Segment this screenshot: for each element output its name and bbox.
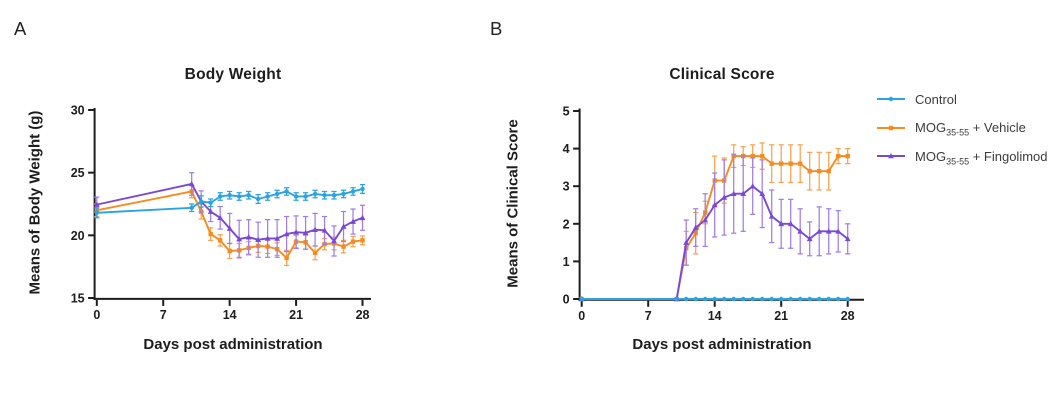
ytick-label: 5 xyxy=(563,105,570,119)
xtick-label: 28 xyxy=(841,309,855,323)
xtick-label: 21 xyxy=(289,308,303,322)
xtick-label: 7 xyxy=(645,309,652,323)
xtick-label: 28 xyxy=(356,308,370,322)
legend-label: MOG35-55 + Vehicle xyxy=(915,120,1026,138)
chart-b-title: Clinical Score xyxy=(669,66,775,83)
ytick-label: 20 xyxy=(71,229,85,243)
chart-b-xlabel: Days post administration xyxy=(632,336,812,353)
chart-b-plot: 0 1 2 3 4 5 0 7 14 21 28 xyxy=(563,105,864,323)
xtick-label: 0 xyxy=(578,309,585,323)
xtick-label: 21 xyxy=(774,309,788,323)
legend-item-vehicle: MOG35-55 + Vehicle xyxy=(876,114,1048,143)
series-control xyxy=(579,296,850,302)
xtick-label: 14 xyxy=(708,309,722,323)
legend-label: Control xyxy=(915,91,957,107)
ytick-label: 0 xyxy=(563,293,570,307)
ytick-label: 4 xyxy=(563,142,570,156)
series-fingolimod xyxy=(93,172,366,259)
xtick-label: 7 xyxy=(160,308,167,322)
xtick-label: 0 xyxy=(93,308,100,322)
vehicle-swatch-icon xyxy=(877,125,905,130)
chart-a-title: Body Weight xyxy=(184,66,282,83)
chart-a-xlabel: Days post administration xyxy=(143,336,323,353)
panel-a-letter: A xyxy=(14,18,27,39)
legend: Control MOG35-55 + Vehicle MOG35-55 + Fing… xyxy=(876,85,1048,171)
panel-b-letter: B xyxy=(490,18,503,39)
legend-item-fingolimod: MOG35-55 + Fingolimod xyxy=(876,142,1048,171)
ytick-label: 2 xyxy=(563,217,570,231)
ytick-label: 30 xyxy=(71,104,85,118)
control-swatch-icon xyxy=(877,97,905,102)
xtick-label: 14 xyxy=(223,308,237,322)
legend-item-control: Control xyxy=(876,85,1048,114)
fingolimod-swatch-icon xyxy=(877,153,905,159)
ytick-label: 3 xyxy=(563,180,570,194)
ytick-label: 25 xyxy=(71,166,85,180)
ytick-label: 1 xyxy=(563,255,570,269)
legend-label: MOG35-55 + Fingolimod xyxy=(915,148,1048,167)
chart-a-plot: 15 20 25 30 0 7 14 21 28 xyxy=(71,104,371,322)
ytick-label: 15 xyxy=(71,292,85,306)
series-control xyxy=(94,183,366,219)
